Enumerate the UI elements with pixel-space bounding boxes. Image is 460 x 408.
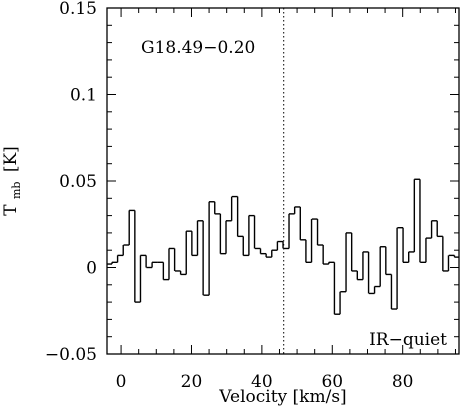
- y-tick-label: −0.05: [45, 345, 97, 365]
- plot-frame: [106, 7, 460, 355]
- x-tick-label: 80: [392, 372, 414, 392]
- x-tick-label: 40: [251, 372, 273, 392]
- y-tick-label: 0.05: [59, 172, 97, 192]
- x-axis-label: Velocity [km/s]: [218, 387, 346, 407]
- y-axis-label-main: T: [1, 204, 21, 216]
- x-tick-label: 0: [116, 372, 127, 392]
- y-axis-label-sub: mb: [10, 182, 23, 199]
- x-tick-label: 20: [181, 372, 203, 392]
- y-tick-label: 0: [86, 259, 97, 279]
- spectrum-series: [107, 178, 459, 315]
- y-axis-label: T mb [K]: [1, 146, 25, 216]
- axis-tick-labels: 0 20 40 60 80 −0.05 0 0.05 0.1 0.15: [45, 0, 414, 392]
- source-label: G18.49−0.20: [141, 38, 255, 58]
- y-tick-label: 0.1: [70, 86, 97, 106]
- y-tick-label: 0.15: [59, 0, 97, 19]
- x-tick-label: 60: [321, 372, 343, 392]
- y-axis-label-unit: [K]: [1, 146, 21, 172]
- class-label: IR−quiet: [369, 330, 447, 350]
- axis-ticks: [107, 7, 459, 355]
